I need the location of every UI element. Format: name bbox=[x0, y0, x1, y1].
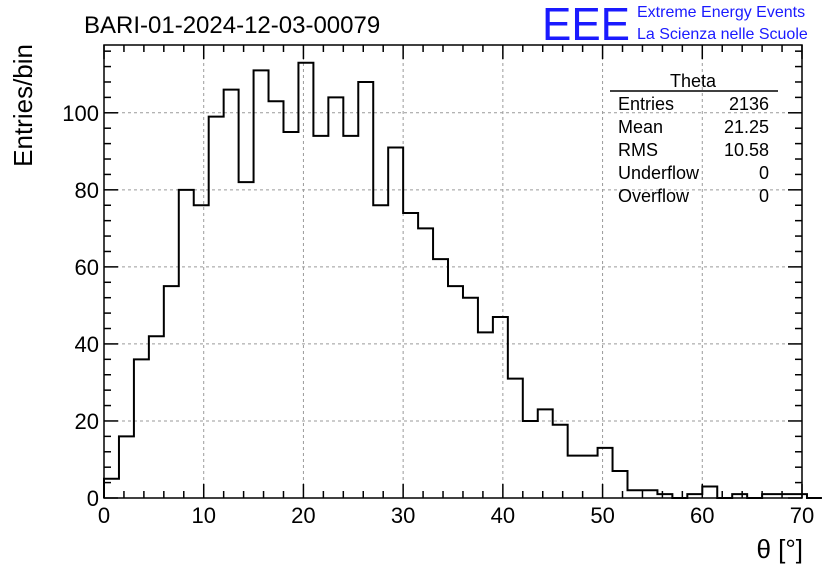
stats-row-value: 2136 bbox=[729, 94, 769, 114]
stats-row-value: 0 bbox=[759, 163, 769, 183]
y-tick-label: 60 bbox=[75, 255, 99, 280]
logo-mark: EEE bbox=[542, 0, 630, 50]
stats-row-value: 21.25 bbox=[724, 117, 769, 137]
x-tick-labels: 0 10 20 30 40 50 60 70 bbox=[98, 503, 814, 528]
stats-row-label: Overflow bbox=[618, 186, 690, 206]
x-tick-label: 50 bbox=[590, 503, 614, 528]
axis-ticks bbox=[103, 45, 803, 499]
stats-title: Theta bbox=[670, 71, 717, 91]
stats-row-label: Entries bbox=[618, 94, 674, 114]
y-tick-label: 100 bbox=[62, 101, 99, 126]
x-tick-label: 60 bbox=[690, 503, 714, 528]
histogram-outline bbox=[103, 61, 822, 499]
stats-row-label: Underflow bbox=[618, 163, 700, 183]
x-axis-title: θ [°] bbox=[756, 534, 803, 564]
y-tick-label: 40 bbox=[75, 332, 99, 357]
y-tick-label: 0 bbox=[87, 486, 99, 511]
y-axis-title: Entries/bin bbox=[8, 44, 38, 167]
y-tick-label: 20 bbox=[75, 409, 99, 434]
stats-row-label: RMS bbox=[618, 140, 658, 160]
x-tick-label: 40 bbox=[491, 503, 515, 528]
stats-box: Theta Entries 2136 Mean 21.25 RMS 10.58 Underf… bbox=[610, 71, 778, 206]
eee-logo: EEE Extreme Energy Events La Scienza nel… bbox=[542, 0, 808, 50]
plot-frame bbox=[103, 44, 803, 499]
stats-row-value: 10.58 bbox=[724, 140, 769, 160]
logo-line2: La Scienza nelle Scuole bbox=[637, 26, 808, 43]
logo-line1: Extreme Energy Events bbox=[637, 4, 805, 21]
stats-row-label: Mean bbox=[618, 117, 663, 137]
x-tick-label: 20 bbox=[291, 503, 315, 528]
x-tick-label: 70 bbox=[790, 503, 814, 528]
x-tick-label: 0 bbox=[98, 503, 110, 528]
y-tick-label: 80 bbox=[75, 178, 99, 203]
x-tick-label: 30 bbox=[391, 503, 415, 528]
chart-title: BARI-01-2024-12-03-00079 bbox=[84, 12, 380, 39]
y-tick-labels: 0 20 40 60 80 100 bbox=[62, 101, 99, 511]
x-tick-label: 10 bbox=[191, 503, 215, 528]
stats-row-value: 0 bbox=[759, 186, 769, 206]
grid-lines bbox=[104, 45, 802, 498]
